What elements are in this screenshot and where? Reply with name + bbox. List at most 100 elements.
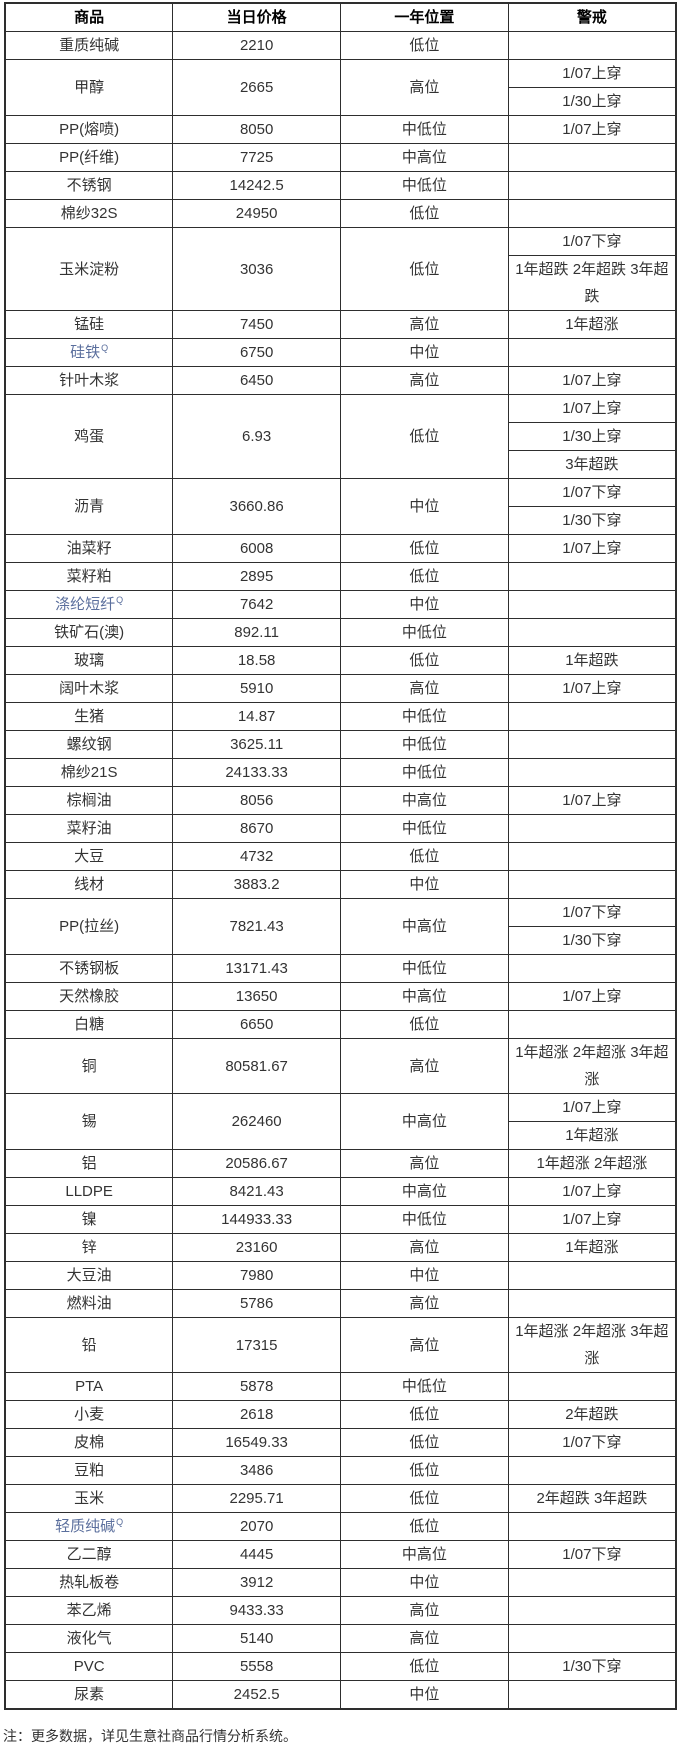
commodity-link[interactable]: 硅铁Q: [70, 343, 109, 362]
position-cell: 高位: [340, 1624, 509, 1653]
commodity-name-cell: 螺纹钢: [4, 730, 174, 759]
commodity-name-cell: 阔叶木浆: [4, 674, 174, 703]
price-cell: 5910: [172, 674, 341, 703]
query-icon: Q: [116, 1517, 124, 1527]
commodity-name-cell: 苯乙烯: [4, 1596, 174, 1625]
commodity-name-cell: 铅: [4, 1317, 174, 1373]
warning-cell: [507, 31, 677, 60]
warning-cell: [507, 199, 677, 228]
table-row: 阔叶木浆 5910 高位 1/07上穿: [4, 674, 677, 703]
table-row: PP(纤维) 7725 中高位: [4, 143, 677, 172]
warning-cell: [507, 1010, 677, 1039]
table-row: 沥青 3660.86 中位 1/07下穿: [4, 478, 677, 535]
price-cell: 5878: [172, 1372, 341, 1401]
position-cell: 中低位: [340, 618, 509, 647]
commodity-name-cell: 锌: [4, 1233, 174, 1262]
table-row: 1/30上穿: [5, 422, 677, 451]
table-row: 液化气 5140 高位: [4, 1624, 677, 1653]
position-cell: 高位: [340, 59, 509, 116]
warning-cell: 1/07上穿: [507, 1177, 677, 1206]
commodity-name-cell: 玉米淀粉: [4, 227, 174, 311]
position-cell: 中位: [340, 1568, 509, 1597]
warning-cell: 1/07上穿: [507, 59, 677, 88]
table-row: 铁矿石(澳) 892.11 中低位: [4, 618, 677, 647]
position-cell: 中低位: [340, 115, 509, 144]
commodity-name-cell: 锡: [4, 1093, 174, 1150]
price-cell: 13171.43: [172, 954, 341, 983]
price-cell: 262460: [172, 1093, 341, 1150]
warning-cell: 1年超跌: [507, 646, 677, 675]
position-cell: 中低位: [340, 1372, 509, 1401]
table-row: 镍 144933.33 中低位 1/07上穿: [4, 1205, 677, 1234]
table-header-row: 商品 当日价格 一年位置 警戒: [4, 2, 677, 32]
price-cell: 3883.2: [172, 870, 341, 899]
warning-cell: [507, 1512, 677, 1541]
table-row: 铜 80581.67 高位 1年超涨 2年超涨 3年超涨: [4, 1038, 677, 1094]
warning-cell: [507, 730, 677, 759]
position-cell: 中高位: [340, 143, 509, 172]
warning-cell: 1/07上穿: [507, 115, 677, 144]
warning-cell: 2年超跌: [507, 1400, 677, 1429]
commodity-name-cell: 锰硅: [4, 310, 174, 339]
commodity-name-cell: 甲醇: [4, 59, 174, 116]
warning-cell: [507, 1680, 677, 1710]
warning-cell: [507, 590, 677, 619]
commodity-link[interactable]: 涤纶短纤Q: [55, 595, 124, 614]
position-cell: 高位: [340, 674, 509, 703]
price-cell: 2618: [172, 1400, 341, 1429]
commodity-name-cell: 铜: [4, 1038, 174, 1094]
price-cell: 4445: [172, 1540, 341, 1569]
table-row: 甲醇 2665 高位 1/07上穿: [4, 59, 677, 116]
price-cell: 3912: [172, 1568, 341, 1597]
commodity-link[interactable]: 轻质纯碱Q: [55, 1517, 124, 1536]
table-row: 油菜籽 6008 低位 1/07上穿: [4, 534, 677, 563]
position-cell: 中位: [340, 870, 509, 899]
price-cell: 3036: [172, 227, 341, 311]
warning-cell: [507, 1372, 677, 1401]
warning-cell: [507, 1289, 677, 1318]
warning-cell: 1年超涨 2年超涨 3年超涨: [507, 1038, 677, 1094]
table-row: 1年超涨: [5, 1121, 677, 1150]
warning-cell: [507, 954, 677, 983]
position-cell: 高位: [340, 1038, 509, 1094]
price-cell: 24950: [172, 199, 341, 228]
commodity-name-cell: 皮棉: [4, 1428, 174, 1457]
position-cell: 低位: [340, 31, 509, 60]
price-cell: 7450: [172, 310, 341, 339]
table-row: 铝 20586.67 高位 1年超涨 2年超涨: [4, 1149, 677, 1178]
warning-cell: [507, 814, 677, 843]
price-cell: 6.93: [172, 394, 341, 479]
position-cell: 高位: [340, 366, 509, 395]
table-row: 天然橡胶 13650 中高位 1/07上穿: [4, 982, 677, 1011]
table-row: 铅 17315 高位 1年超涨 2年超涨 3年超涨: [4, 1317, 677, 1373]
table-row: PP(熔喷) 8050 中低位 1/07上穿: [4, 115, 677, 144]
warning-cell: 1/07上穿: [507, 674, 677, 703]
warning-cell: [507, 1261, 677, 1290]
price-cell: 6008: [172, 534, 341, 563]
price-cell: 7980: [172, 1261, 341, 1290]
price-cell: 14.87: [172, 702, 341, 731]
warning-cell: [507, 870, 677, 899]
commodity-name-cell: 硅铁Q: [4, 338, 174, 367]
warning-cell: 1年超涨: [507, 1233, 677, 1262]
position-cell: 低位: [340, 1484, 509, 1513]
commodity-name-cell: 涤纶短纤Q: [4, 590, 174, 619]
warning-cell: [507, 1568, 677, 1597]
table-row: 棕榈油 8056 中高位 1/07上穿: [4, 786, 677, 815]
warning-cell: 1/07下穿: [507, 227, 677, 256]
commodity-name-cell: 大豆油: [4, 1261, 174, 1290]
table-row: 燃料油 5786 高位: [4, 1289, 677, 1318]
warning-cell: [507, 1596, 677, 1625]
position-cell: 低位: [340, 1400, 509, 1429]
commodity-name-cell: 菜籽油: [4, 814, 174, 843]
warning-cell: [507, 338, 677, 367]
warning-cell: 1/30下穿: [507, 506, 677, 535]
position-cell: 低位: [340, 199, 509, 228]
price-cell: 6450: [172, 366, 341, 395]
position-cell: 高位: [340, 310, 509, 339]
warning-cell: 1年超涨 2年超涨: [507, 1149, 677, 1178]
position-cell: 中低位: [340, 730, 509, 759]
warning-cell: [507, 758, 677, 787]
price-cell: 3486: [172, 1456, 341, 1485]
warning-cell: [507, 702, 677, 731]
